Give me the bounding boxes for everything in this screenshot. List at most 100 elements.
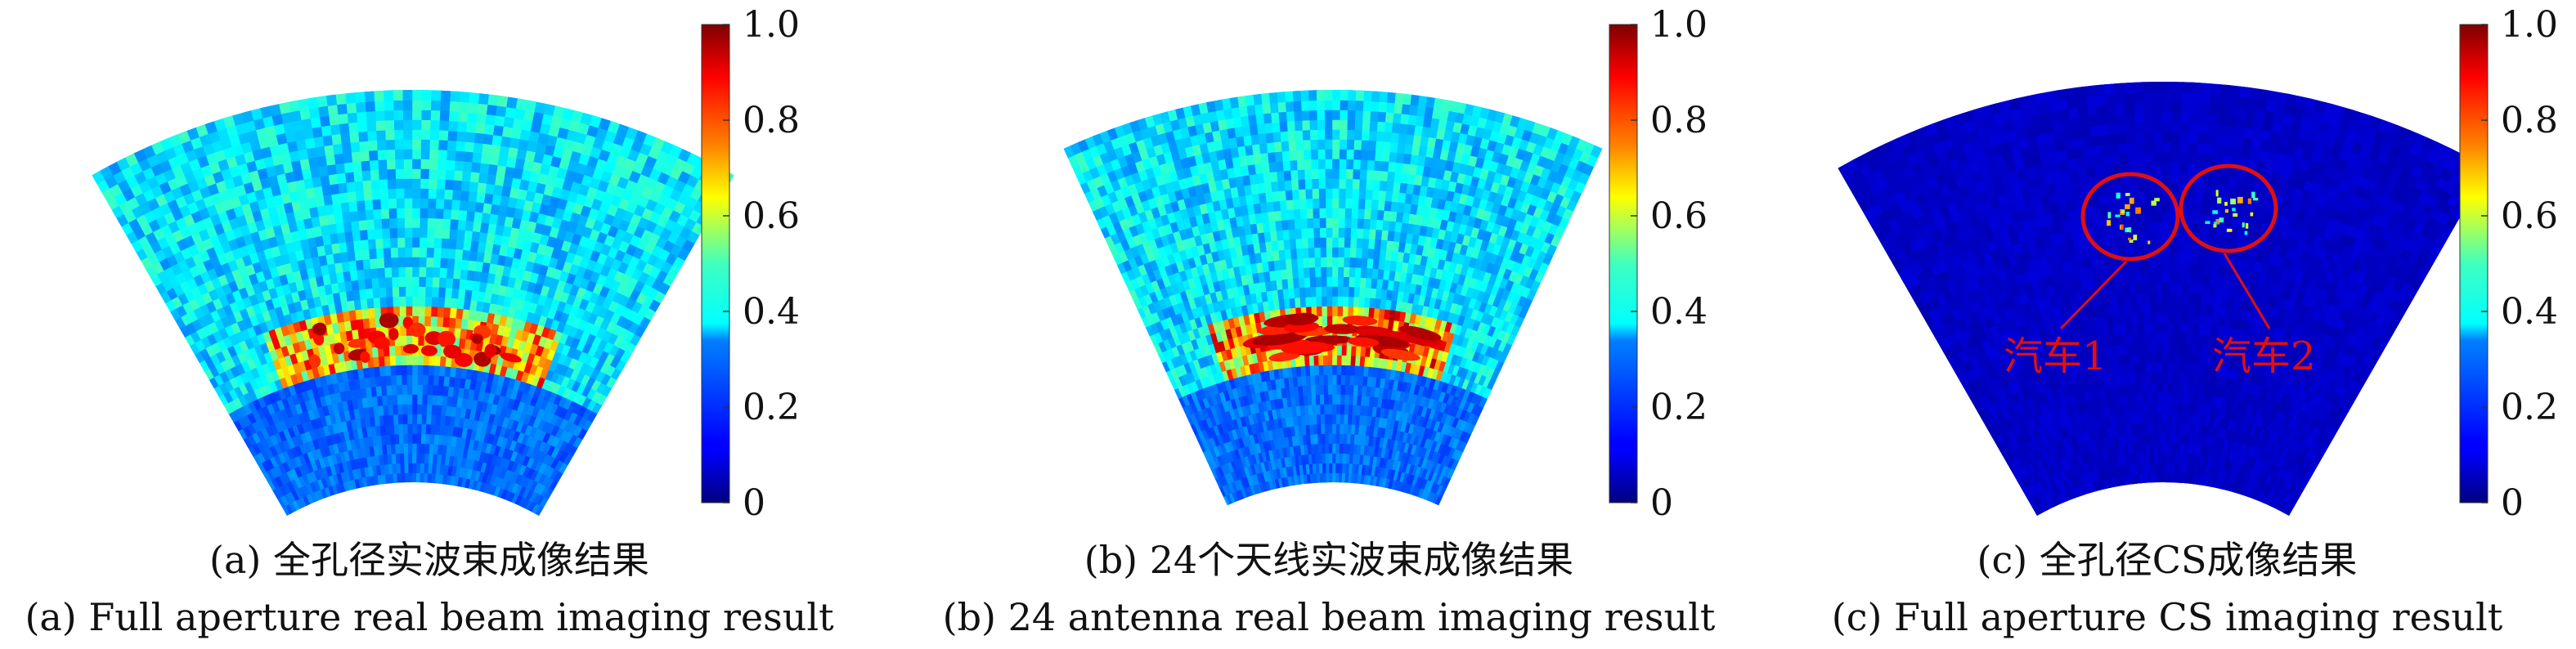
- sector-cell: [416, 423, 424, 434]
- sector-cell: [399, 295, 407, 307]
- sector-cell: [260, 437, 271, 450]
- sector-cell: [246, 422, 258, 436]
- sector-cell: [272, 487, 282, 500]
- sector-cell: [361, 159, 372, 172]
- sector-cell: [412, 90, 424, 101]
- sector-cell: [394, 128, 405, 141]
- sector-cell: [287, 425, 298, 439]
- sector-cell: [431, 305, 439, 317]
- sector-cell: [457, 120, 469, 132]
- sector-cell: [493, 123, 505, 137]
- sector-cell: [375, 119, 387, 132]
- sector-cell: [375, 99, 386, 112]
- sector-cell: [412, 403, 419, 414]
- sector-cell: [352, 229, 362, 242]
- sector-cell: [426, 236, 436, 248]
- sector-cell: [392, 275, 401, 288]
- sector-cell: [383, 236, 393, 248]
- sector-cell: [549, 478, 559, 491]
- sector-cell: [449, 100, 461, 112]
- sector-cell: [284, 374, 295, 387]
- sector-cell: [398, 266, 407, 278]
- sector-cell: [228, 332, 240, 347]
- sector-cell: [390, 246, 400, 258]
- sector-cell: [379, 286, 388, 298]
- sector-cell: [544, 487, 554, 500]
- sector-cell: [589, 356, 601, 369]
- sector-cell: [553, 393, 564, 406]
- sector-cell: [274, 162, 286, 176]
- sector-cell: [459, 278, 469, 290]
- sector-cell: [539, 122, 553, 136]
- sector-cell: [241, 110, 255, 123]
- sector-cell: [417, 383, 424, 395]
- sector-cell: [577, 350, 590, 364]
- sector-cell: [591, 390, 604, 404]
- sector-cell: [572, 402, 584, 416]
- sector-cell: [436, 187, 447, 199]
- sector-cell: [451, 287, 460, 299]
- sector-cell: [481, 211, 492, 224]
- sector-cell: [384, 355, 392, 367]
- sector-cell: [426, 246, 436, 258]
- sector-cell: [323, 243, 334, 256]
- sector-cell: [406, 285, 414, 297]
- sector-cell: [239, 370, 251, 384]
- sector-cell: [256, 406, 267, 420]
- sector-cell: [595, 326, 608, 340]
- sector-cell: [450, 217, 460, 231]
- sector-cell: [567, 388, 578, 402]
- sector-cell: [384, 256, 393, 268]
- sector-cell: [227, 344, 239, 358]
- sector-cell: [505, 448, 515, 461]
- sector-cell: [321, 465, 330, 478]
- sector-cell: [530, 468, 541, 481]
- sector-cell: [555, 373, 567, 386]
- sector-cell: [267, 391, 278, 405]
- sector-cell: [576, 338, 588, 352]
- sector-cell: [521, 432, 531, 446]
- sector-cell: [281, 504, 292, 516]
- sector-cell: [500, 467, 509, 480]
- sector-cell: [434, 345, 443, 357]
- sector-cell: [491, 133, 504, 146]
- sector-cell: [541, 485, 551, 498]
- sector-cell: [442, 217, 452, 230]
- sector-cell: [422, 374, 430, 386]
- sector-cell: [550, 468, 561, 481]
- sector-cell: [397, 226, 406, 239]
- sector-cell: [361, 248, 371, 260]
- sector-cell: [334, 481, 343, 495]
- sector-cell: [222, 390, 235, 404]
- sector-cell: [227, 410, 240, 423]
- sector-cell: [330, 452, 339, 465]
- sector-cell: [479, 162, 491, 175]
- sector-cell: [515, 420, 525, 433]
- sector-cell: [489, 153, 501, 166]
- sector-cell: [249, 137, 263, 152]
- sector-cell: [240, 327, 252, 341]
- sector-cell: [563, 409, 575, 422]
- sector-cell: [378, 355, 387, 367]
- sector-cell: [248, 345, 259, 359]
- sector-cell: [384, 99, 396, 111]
- sector-cell: [421, 128, 432, 141]
- sector-cell: [337, 231, 348, 244]
- sector-cell: [514, 410, 524, 423]
- sector-cell: [493, 486, 502, 498]
- sector-cell: [372, 286, 381, 298]
- sector-cell: [545, 477, 556, 490]
- sector-cell: [282, 120, 296, 134]
- sector-cell: [439, 109, 451, 122]
- sector-cell: [412, 138, 423, 150]
- sector-cell: [527, 383, 539, 396]
- sector-cell: [396, 177, 406, 190]
- sector-cell: [544, 143, 557, 157]
- sector-cell: [224, 367, 236, 381]
- sector-cell: [297, 187, 309, 201]
- sector-cell: [357, 120, 369, 132]
- sector-cell: [577, 427, 589, 441]
- sector-cell: [477, 181, 488, 194]
- sector-cell: [348, 259, 358, 271]
- sector-cell: [472, 151, 483, 163]
